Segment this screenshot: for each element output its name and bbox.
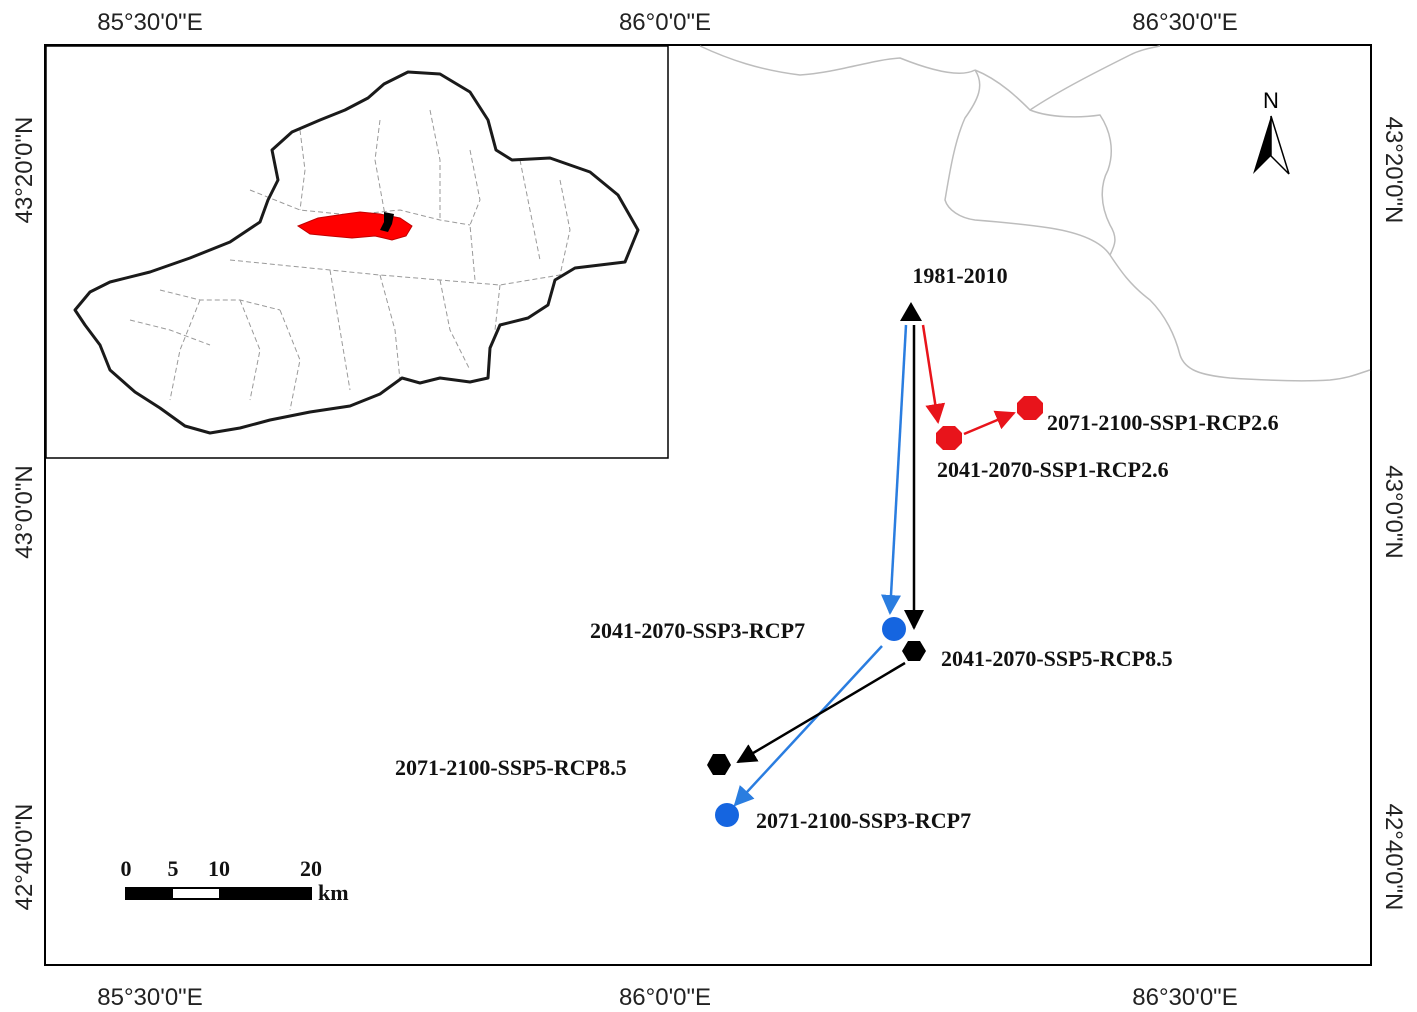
right-lat-label-3: 42°40'0"N	[1380, 804, 1407, 911]
point-labels: 1981-2010 2041-2070-SSP1-RCP2.6 2071-210…	[395, 263, 1279, 833]
scale-tick-10: 10	[208, 856, 230, 881]
point-1981-2010	[900, 302, 922, 321]
label-2041-2070-ssp5: 2041-2070-SSP5-RCP8.5	[941, 646, 1173, 671]
scale-tick-0: 0	[121, 856, 132, 881]
scale-bar: 0 5 10 20 km	[121, 856, 349, 905]
left-lat-label-3: 42°40'0"N	[11, 804, 38, 911]
arrow-ssp3-b	[733, 645, 883, 807]
label-2041-2070-ssp3: 2041-2070-SSP3-RCP7	[590, 618, 805, 643]
arrow-ssp5-b	[736, 661, 906, 764]
inset-internal-boundaries	[129, 109, 571, 411]
point-2041-2070-ssp3	[882, 617, 906, 641]
point-2071-2100-ssp5	[707, 754, 731, 775]
admin-boundaries	[699, 45, 1371, 382]
bottom-lon-label-1: 85°30'0"E	[97, 984, 202, 1011]
bottom-lon-label-3: 86°30'0"E	[1132, 984, 1237, 1011]
point-2041-2070-ssp1	[936, 426, 962, 450]
top-lon-label-3: 86°30'0"E	[1132, 9, 1237, 36]
scale-tick-20: 20	[300, 856, 322, 881]
point-2071-2100-ssp1	[1017, 396, 1043, 420]
point-2041-2070-ssp5	[902, 641, 926, 661]
right-lat-label-1: 43°20'0"N	[1380, 117, 1407, 224]
label-2071-2100-ssp1: 2071-2100-SSP1-RCP2.6	[1047, 410, 1279, 435]
trajectory-arrows	[733, 324, 1016, 807]
scale-unit: km	[318, 880, 349, 905]
label-2041-2070-ssp1: 2041-2070-SSP1-RCP2.6	[937, 457, 1169, 482]
arrow-ssp3-a	[881, 324, 908, 615]
arrow-ssp1-b	[963, 410, 1016, 436]
top-lon-label-1: 85°30'0"E	[97, 9, 202, 36]
scenario-points	[707, 302, 1043, 827]
point-2071-2100-ssp3	[715, 803, 739, 827]
right-lat-label-2: 43°0'0"N	[1380, 465, 1407, 558]
left-lat-label-2: 43°0'0"N	[11, 465, 38, 558]
xinjiang-outline	[73, 70, 640, 435]
urumqi-marker	[380, 212, 394, 232]
inset-map	[45, 45, 669, 459]
coordinate-labels: 85°30'0"E 86°0'0"E 86°30'0"E 85°30'0"E 8…	[11, 9, 1407, 1011]
label-2071-2100-ssp3: 2071-2100-SSP3-RCP7	[756, 808, 971, 833]
north-label: N	[1263, 88, 1279, 113]
left-lat-label-1: 43°20'0"N	[11, 117, 38, 224]
scale-tick-5: 5	[168, 856, 179, 881]
bottom-lon-label-2: 86°0'0"E	[619, 984, 711, 1011]
label-2071-2100-ssp5: 2071-2100-SSP5-RCP8.5	[395, 755, 627, 780]
arrow-ssp1-a	[921, 324, 946, 424]
study-region	[296, 211, 413, 241]
top-lon-label-2: 86°0'0"E	[619, 9, 711, 36]
north-arrow-icon: N	[1253, 88, 1290, 175]
label-1981-2010: 1981-2010	[912, 263, 1007, 288]
inset-frame	[45, 45, 669, 459]
